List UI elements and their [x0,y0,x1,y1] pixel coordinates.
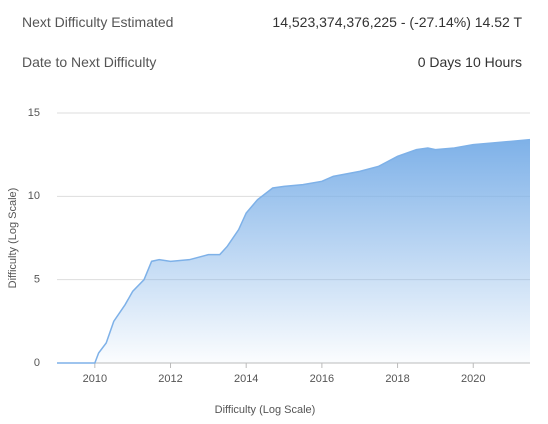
y-axis-label: Difficulty (Log Scale) [7,188,19,289]
y-tick-label: 10 [28,190,40,202]
x-axis-label: Difficulty (Log Scale) [215,404,316,416]
x-tick-label: 2020 [461,373,485,385]
x-tick-label: 2014 [234,373,258,385]
y-tick-label: 0 [34,357,40,369]
info-row: Date to Next Difficulty 0 Days 10 Hours [22,52,522,72]
info-value: 0 Days 10 Hours [417,54,522,70]
area-line [57,138,531,364]
y-tick-label: 5 [34,274,40,286]
area [57,139,530,363]
info-value: 14,523,374,376,225 - (-27.14%) 14.52 T [272,14,522,30]
x-tick-label: 2010 [83,373,107,385]
info-label: Next Difficulty Estimated [22,14,174,30]
y-tick-label: 15 [28,107,40,119]
x-tick-label: 2012 [158,373,182,385]
x-tick-label: 2016 [310,373,334,385]
x-tick-label: 2018 [385,373,409,385]
info-label: Date to Next Difficulty [22,54,157,70]
info-row: Next Difficulty Estimated 14,523,374,376… [22,12,522,32]
